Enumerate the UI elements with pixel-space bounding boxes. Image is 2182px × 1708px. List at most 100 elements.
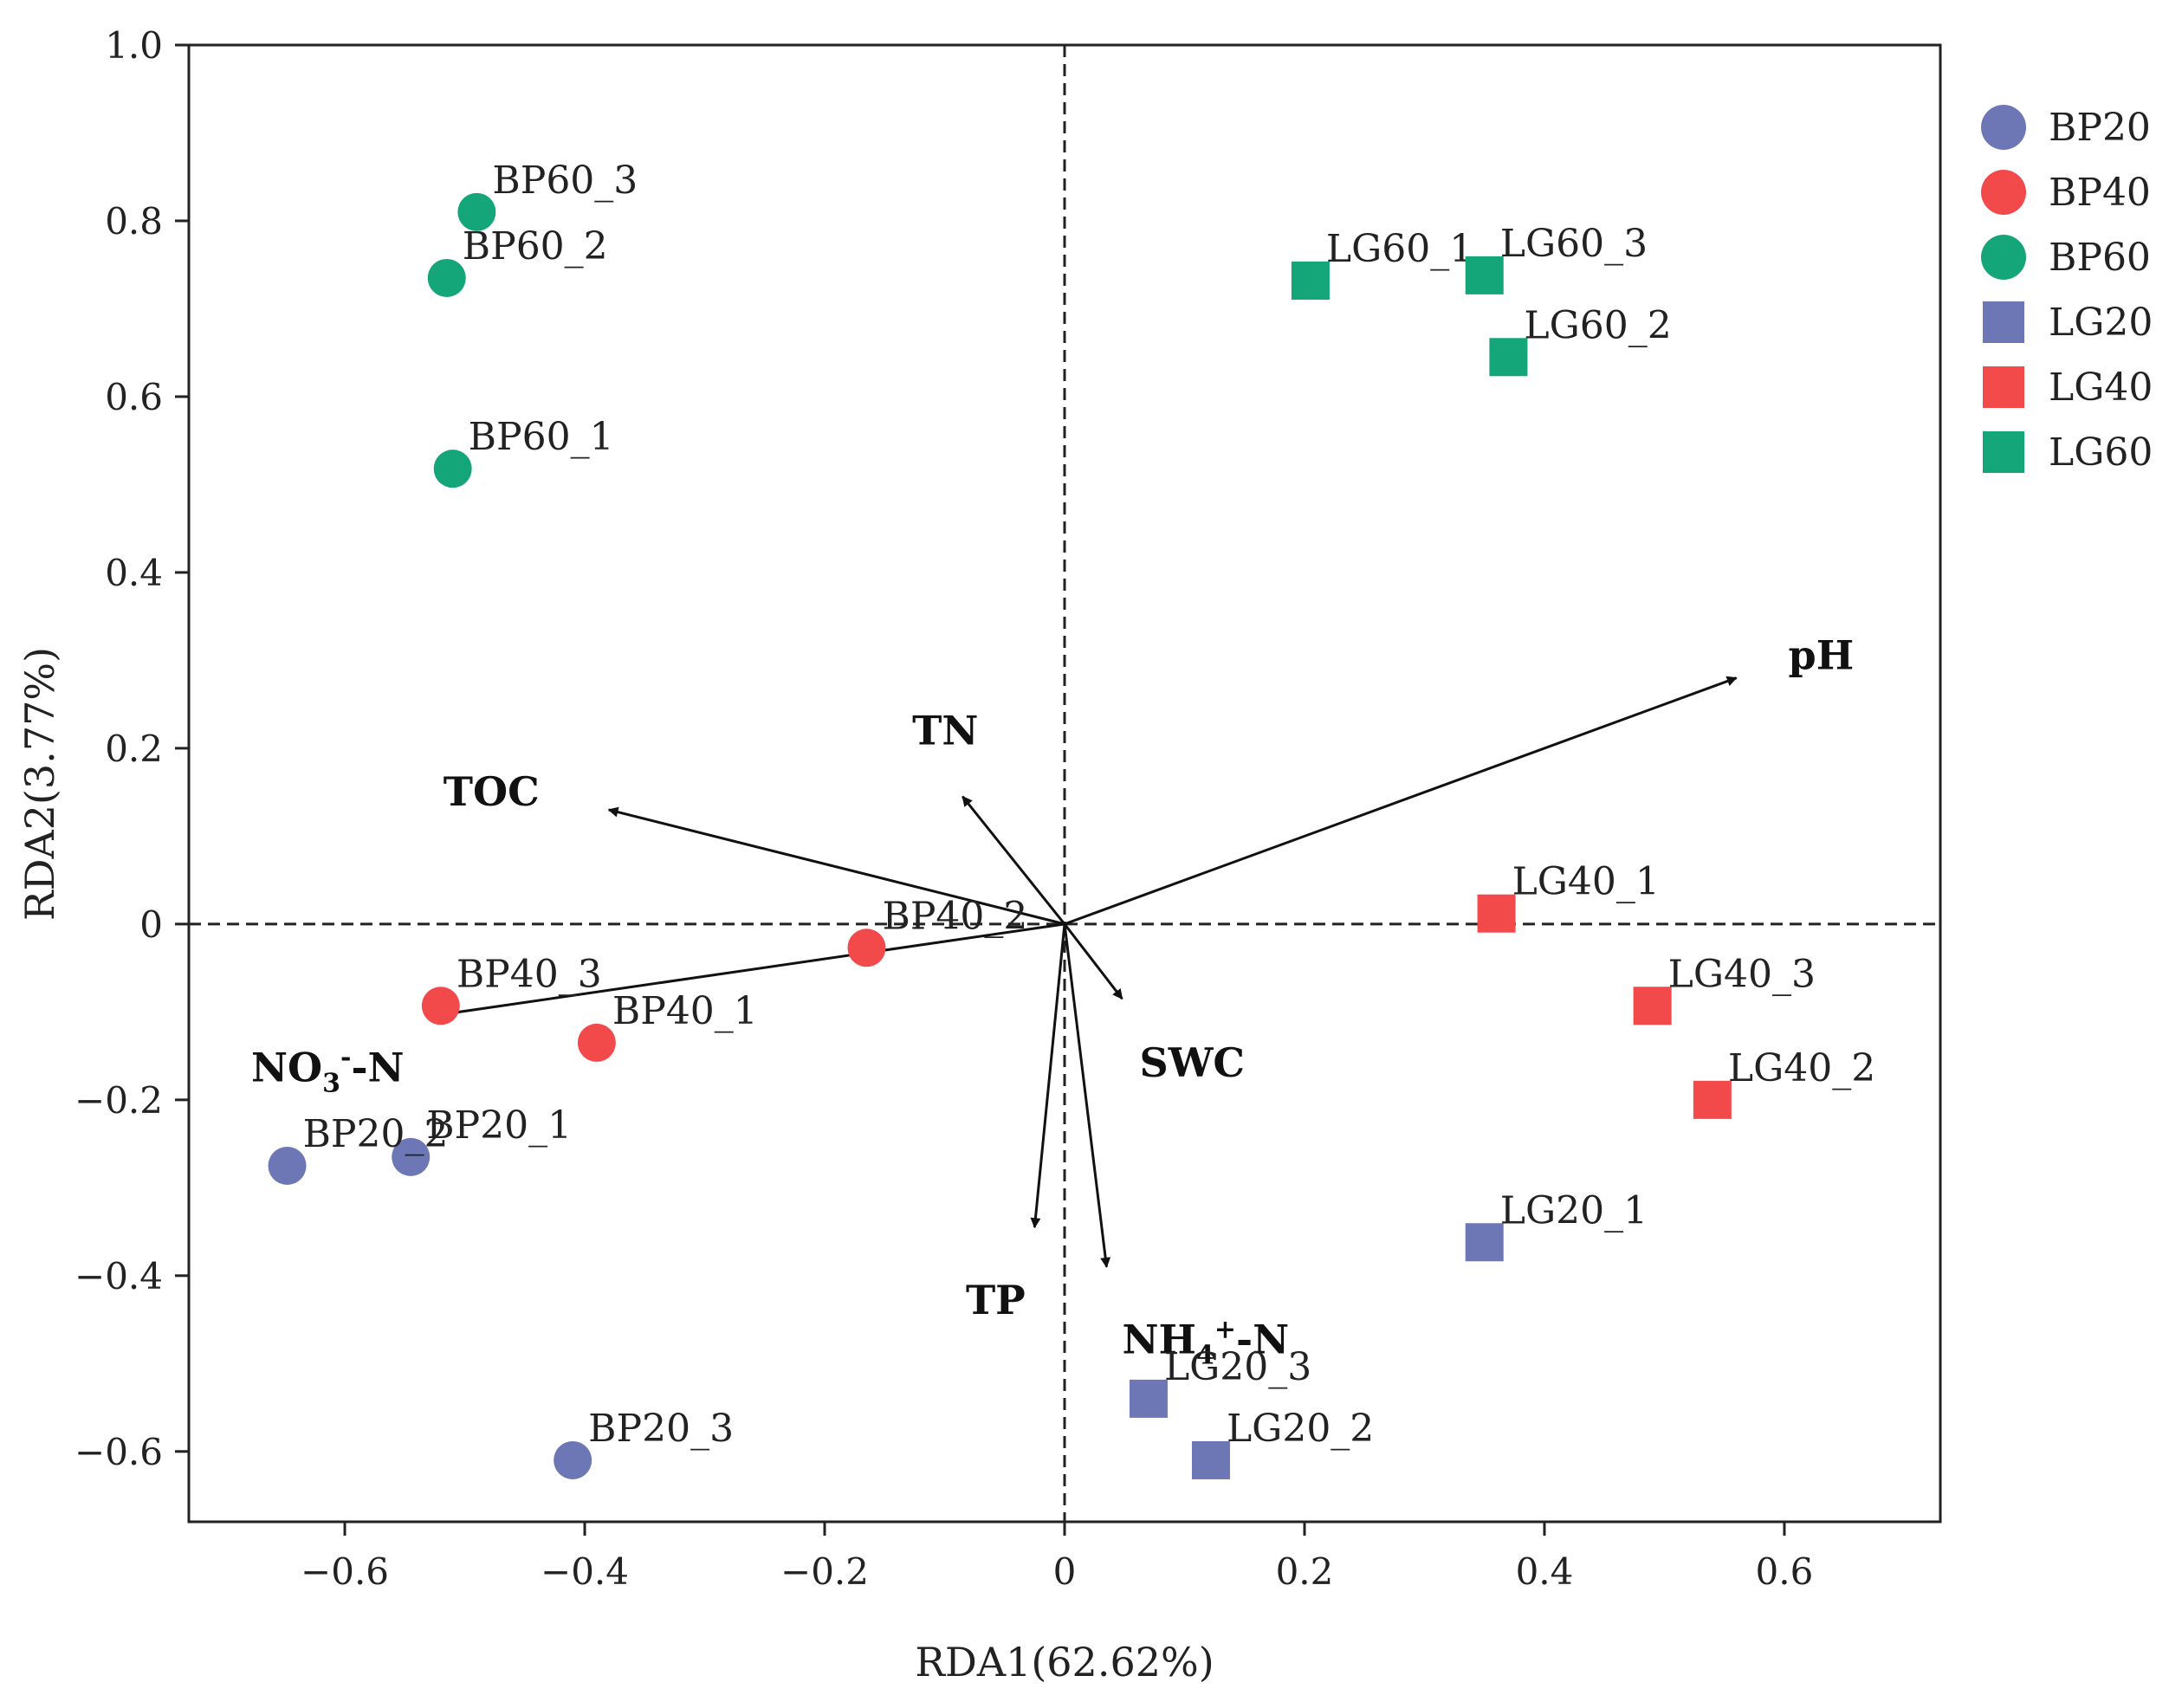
vector-label-sup: +	[1214, 1315, 1236, 1345]
y-tick-label: 0.2	[105, 728, 163, 770]
point-label-LG20_2: LG20_2	[1227, 1407, 1374, 1451]
y-tick-label: 0.4	[105, 552, 163, 594]
point-label-LG40_2: LG40_2	[1728, 1046, 1875, 1090]
point-BP60_2	[427, 258, 466, 297]
legend-label-LG60: LG60	[2049, 430, 2153, 475]
vector-label-main: NH	[1122, 1317, 1196, 1363]
vector-arrow-NH4+-N	[1063, 923, 1111, 1268]
legend-marker-LG60	[1983, 431, 2024, 473]
point-label-BP60_2: BP60_2	[463, 224, 608, 268]
vector-label-NH4+-N: NH4+-N	[1122, 1315, 1289, 1371]
point-label-BP40_3: BP40_3	[456, 952, 602, 996]
vector-label-main: pH	[1789, 632, 1855, 679]
point-LG20_2	[1191, 1440, 1230, 1479]
point-label-LG60_3: LG60_3	[1500, 222, 1648, 266]
legend-marker-BP40	[1981, 170, 2026, 215]
point-LG20_1	[1465, 1223, 1504, 1262]
vector-label-tail: -N	[351, 1044, 404, 1090]
y-tick-label: 1.0	[105, 24, 163, 67]
point-label-LG20_1: LG20_1	[1500, 1188, 1648, 1232]
y-tick-label: 0	[139, 903, 163, 946]
y-tick-label: 0.6	[105, 376, 163, 418]
point-label-BP20_3: BP20_3	[588, 1407, 734, 1451]
point-LG20_3	[1129, 1379, 1168, 1418]
y-tick-label: −0.4	[74, 1255, 163, 1297]
vector-arrow-TP	[1030, 923, 1066, 1229]
vector-label-SWC: SWC	[1139, 1039, 1245, 1086]
point-label-BP20_1: BP20_1	[426, 1103, 572, 1148]
x-tick-label: 0	[1053, 1550, 1077, 1593]
vector-arrow-pH	[1064, 676, 1738, 926]
vector-label-sub: 3	[322, 1068, 340, 1098]
legend-label-LG20: LG20	[2049, 301, 2153, 345]
point-label-BP20_2: BP20_2	[303, 1112, 449, 1156]
vector-label-sub: 4	[1196, 1341, 1214, 1371]
x-tick-label: 0.6	[1756, 1550, 1814, 1593]
point-LG60_1	[1291, 261, 1330, 300]
point-label-BP40_2: BP40_2	[882, 894, 1027, 938]
point-LG60_2	[1489, 338, 1528, 377]
legend-marker-LG20	[1983, 301, 2024, 343]
vector-arrow-TN	[962, 795, 1066, 925]
reference-lines	[189, 45, 1940, 1522]
legend-label-LG40: LG40	[2049, 366, 2153, 410]
vector-label-main: NO	[251, 1044, 322, 1090]
point-label-LG60_2: LG60_2	[1524, 303, 1671, 347]
point-BP40_3	[421, 987, 460, 1025]
vector-label-main: TOC	[444, 768, 540, 815]
vector-label-sup: -	[340, 1042, 351, 1072]
x-axis: −0.6 −0.4 −0.2 0 0.2 0.4 0.6	[301, 1522, 1813, 1593]
vector-label-tail: -N	[1236, 1317, 1289, 1363]
point-BP40_2	[847, 928, 886, 967]
point-BP60_3	[457, 192, 496, 231]
vector-arrow-NO3--N	[427, 922, 1065, 1020]
y-axis: −0.6 −0.4 −0.2 0 0.2 0.4 0.6 0.8 1.0	[74, 24, 189, 1473]
legend-label-BP60: BP60	[2049, 236, 2151, 280]
vector-label-TOC: TOC	[444, 768, 540, 815]
x-tick-label: −0.2	[780, 1550, 869, 1593]
y-tick-label: −0.6	[74, 1431, 163, 1473]
vector-arrow-TOC	[607, 806, 1065, 926]
legend-marker-BP20	[1981, 105, 2026, 150]
point-label-BP60_3: BP60_3	[492, 159, 638, 203]
legend: BP20 BP40 BP60 LG20 LG40 LG60	[1981, 105, 2153, 475]
point-BP40_1	[577, 1023, 616, 1062]
vector-label-main: TN	[912, 708, 978, 754]
point-LG40_2	[1693, 1080, 1732, 1119]
legend-marker-BP60	[1981, 235, 2026, 280]
point-BP20_1	[392, 1137, 431, 1176]
point-LG40_3	[1633, 987, 1672, 1025]
point-BP60_1	[433, 450, 472, 488]
point-LG60_3	[1465, 256, 1504, 294]
vector-label-NO3--N: NO3--N	[251, 1042, 405, 1098]
point-label-LG20_3: LG20_3	[1164, 1345, 1311, 1389]
vector-label-pH: pH	[1789, 632, 1855, 679]
x-tick-label: 0.4	[1516, 1550, 1574, 1593]
y-axis-title: RDA2(3.77%)	[16, 647, 63, 921]
vector-label-main: SWC	[1139, 1039, 1245, 1086]
legend-label-BP20: BP20	[2049, 106, 2151, 150]
x-axis-title: RDA1(62.62%)	[915, 1639, 1214, 1685]
x-tick-label: 0.2	[1276, 1550, 1334, 1593]
point-BP20_2	[268, 1146, 307, 1185]
vector-label-TN: TN	[912, 708, 978, 754]
point-label-LG60_1: LG60_1	[1326, 227, 1473, 271]
point-label-LG40_1: LG40_1	[1512, 860, 1660, 904]
x-tick-label: −0.6	[301, 1550, 389, 1593]
point-label-LG40_3: LG40_3	[1668, 952, 1816, 996]
y-tick-label: 0.8	[105, 200, 163, 243]
point-label-BP60_1: BP60_1	[469, 415, 614, 459]
legend-label-BP40: BP40	[2049, 171, 2151, 215]
point-LG40_1	[1477, 894, 1516, 933]
vector-label-main: TP	[966, 1277, 1026, 1323]
legend-marker-LG40	[1983, 366, 2024, 408]
y-tick-label: −0.2	[74, 1079, 163, 1122]
vector-label-TP: TP	[966, 1277, 1026, 1323]
point-label-BP40_1: BP40_1	[612, 989, 758, 1033]
point-BP20_3	[554, 1440, 592, 1479]
vector-arrow-SWC	[1063, 922, 1123, 1000]
x-tick-label: −0.4	[541, 1550, 629, 1593]
